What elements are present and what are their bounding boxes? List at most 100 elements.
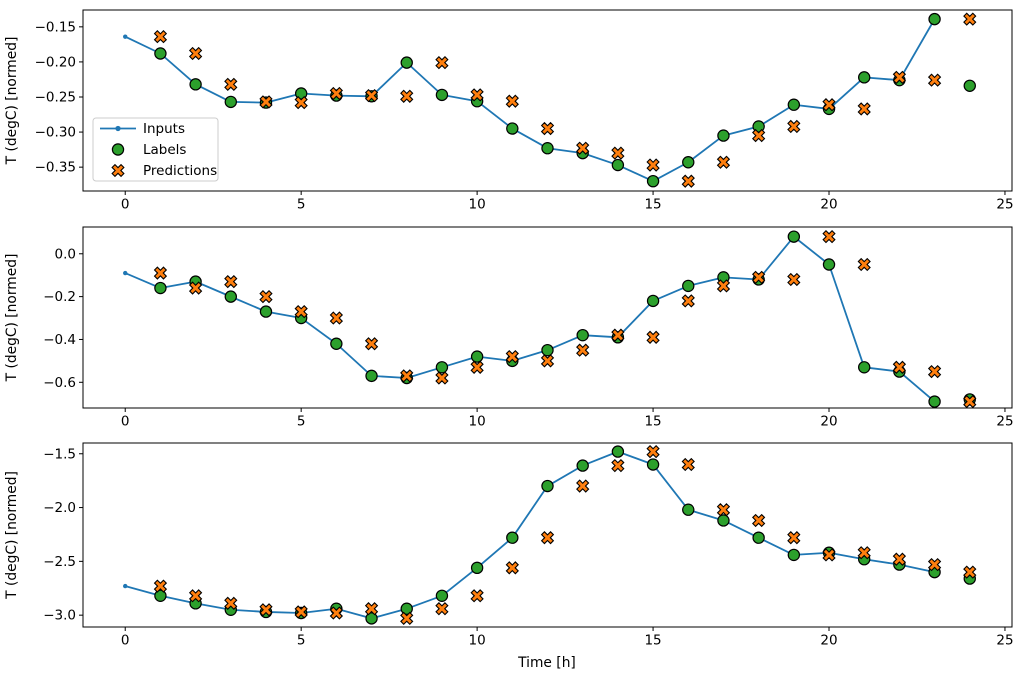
prediction-point xyxy=(364,602,379,616)
prediction-point xyxy=(751,513,766,528)
prediction-point xyxy=(716,155,731,169)
label-point xyxy=(576,459,589,472)
prediction-point xyxy=(224,77,238,92)
input-point xyxy=(123,270,128,276)
prediction-point xyxy=(400,369,414,383)
x-tick-label: 25 xyxy=(996,414,1013,430)
prediction-point xyxy=(224,596,238,610)
label-point xyxy=(154,47,167,60)
y-axis-label-subplot-2: T (degC) [normed] xyxy=(4,254,20,383)
prediction-point xyxy=(611,328,625,342)
legend-label-labels: Labels xyxy=(143,142,186,158)
prediction-point xyxy=(329,86,344,101)
label-point xyxy=(365,612,378,625)
label-point xyxy=(435,361,449,374)
input-point xyxy=(123,583,128,589)
y-tick-label: −3.0 xyxy=(43,608,76,624)
x-tick-label: 5 xyxy=(297,197,306,213)
label-point xyxy=(646,174,660,188)
label-point xyxy=(822,258,836,271)
y-axis-label-subplot-1: T (degC) [normed] xyxy=(4,37,20,166)
prediction-point xyxy=(505,349,519,364)
x-axis-label: Time [h] xyxy=(517,655,576,671)
subplot-3: 0 5 10 15 20 25 −1.5 −2.0 −2.5 −3.0 xyxy=(43,442,1014,649)
prediction-point xyxy=(540,354,555,368)
prediction-point xyxy=(505,561,519,575)
x-tick-label: 20 xyxy=(820,197,837,213)
label-point xyxy=(435,589,449,603)
label-point xyxy=(717,129,730,142)
label-point xyxy=(963,79,976,92)
prediction-point xyxy=(681,457,695,472)
x-tick-label: 15 xyxy=(644,633,661,649)
prediction-point xyxy=(188,589,203,603)
prediction-point xyxy=(822,229,836,244)
label-point xyxy=(646,458,660,471)
prediction-point xyxy=(435,371,449,385)
prediction-point xyxy=(963,394,977,409)
label-point xyxy=(470,561,484,575)
y-tick-label: 0.0 xyxy=(55,246,76,262)
y-tick-label: −0.2 xyxy=(43,289,76,305)
prediction-point xyxy=(153,30,168,44)
prediction-point xyxy=(294,605,308,619)
prediction-point xyxy=(822,98,836,112)
x-tick-label: 0 xyxy=(121,197,130,213)
label-point xyxy=(858,361,871,374)
label-point xyxy=(435,88,449,102)
prediction-point xyxy=(329,606,344,620)
label-point xyxy=(646,294,660,308)
prediction-point xyxy=(892,360,907,374)
prediction-point xyxy=(681,174,695,188)
axes-background xyxy=(83,10,1012,191)
subplot-2: 0 5 10 15 20 25 0.0 −0.2 −0.4 −0.6 xyxy=(43,226,1014,430)
prediction-point xyxy=(435,602,449,616)
prediction-point xyxy=(364,88,379,103)
prediction-point xyxy=(294,304,308,319)
y-axis-label-subplot-3: T (degC) [normed] xyxy=(4,471,20,600)
prediction-point xyxy=(822,548,836,562)
prediction-point xyxy=(576,479,590,493)
x-tick-label: 25 xyxy=(996,197,1013,213)
prediction-point xyxy=(470,589,484,603)
legend-labels-marker-sample xyxy=(111,143,125,156)
label-point xyxy=(541,142,554,155)
prediction-point xyxy=(611,146,625,160)
label-point xyxy=(787,230,801,243)
prediction-point xyxy=(188,281,203,295)
label-point xyxy=(330,337,343,350)
x-tick-label: 0 xyxy=(121,633,130,649)
x-tick-label: 15 xyxy=(644,197,661,213)
prediction-point xyxy=(259,289,273,304)
prediction-point xyxy=(188,46,203,61)
prediction-point xyxy=(576,343,590,357)
axes-background xyxy=(83,227,1012,408)
prediction-point xyxy=(963,565,977,579)
prediction-point xyxy=(294,95,308,110)
prediction-point xyxy=(400,89,414,103)
prediction-point xyxy=(576,141,590,155)
label-point xyxy=(154,281,167,295)
prediction-point xyxy=(259,603,273,617)
prediction-point xyxy=(329,311,344,325)
legend-inputs-dot-sample xyxy=(115,125,121,132)
label-point xyxy=(682,279,695,293)
label-point xyxy=(154,589,167,603)
input-point xyxy=(123,34,128,39)
label-point xyxy=(717,514,730,527)
prediction-point xyxy=(857,257,871,272)
x-tick-label: 20 xyxy=(820,633,837,649)
prediction-point xyxy=(927,73,942,87)
x-tick-label: 10 xyxy=(469,197,486,213)
prediction-point xyxy=(892,70,907,84)
y-tick-label: −0.4 xyxy=(43,332,76,348)
label-point xyxy=(682,503,695,516)
prediction-point xyxy=(646,330,660,344)
prediction-point xyxy=(963,12,977,26)
label-point xyxy=(682,156,695,169)
label-point xyxy=(787,98,801,111)
y-tick-label: −0.30 xyxy=(35,125,76,141)
x-tick-label: 10 xyxy=(469,633,486,649)
